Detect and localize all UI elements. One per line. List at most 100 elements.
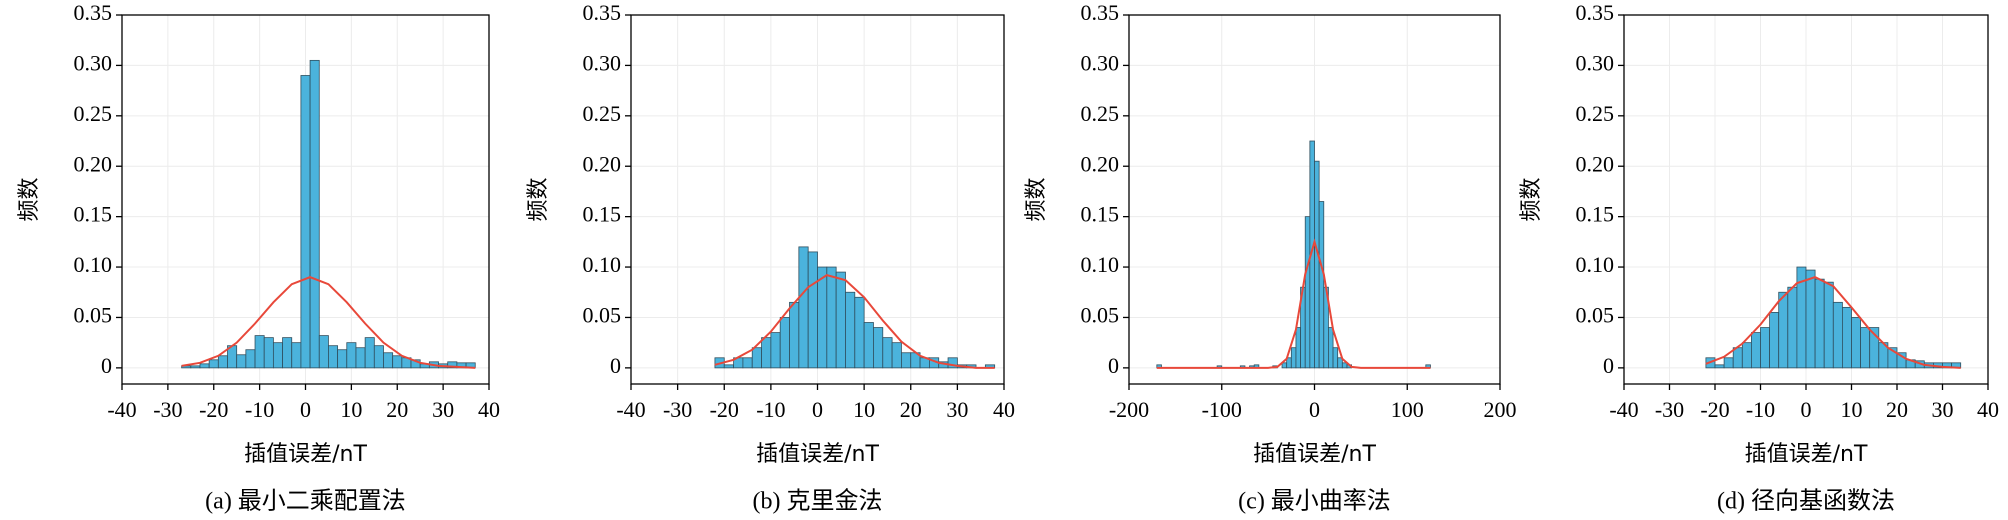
x-tick-label: -20 bbox=[199, 397, 228, 422]
bar bbox=[328, 345, 339, 369]
x-tick-label: -20 bbox=[710, 397, 739, 422]
bar bbox=[789, 301, 800, 369]
bar bbox=[1832, 301, 1843, 369]
x-tick-label: 40 bbox=[993, 397, 1015, 422]
axes-frame bbox=[121, 14, 490, 385]
bar bbox=[1751, 332, 1761, 369]
y-tick-label: 0.25 bbox=[583, 101, 622, 126]
x-tick-label: 0 bbox=[1309, 397, 1320, 422]
bar bbox=[1823, 281, 1834, 369]
fit-curve bbox=[1705, 276, 1961, 369]
y-tick-label: 0.25 bbox=[74, 101, 113, 126]
x-tick-label: -30 bbox=[663, 397, 692, 422]
y-tick-label: 0 bbox=[610, 353, 621, 378]
bar bbox=[770, 332, 781, 369]
x-tick-label: 20 bbox=[386, 397, 408, 422]
bar bbox=[901, 352, 912, 369]
bar bbox=[891, 342, 902, 369]
bar bbox=[761, 337, 772, 369]
bar bbox=[1814, 278, 1825, 369]
fit-curve bbox=[181, 276, 476, 369]
bar bbox=[1732, 347, 1743, 369]
bar bbox=[355, 347, 366, 369]
y-tick-label: 0.30 bbox=[1576, 50, 1615, 75]
bar bbox=[245, 349, 256, 369]
bar bbox=[1341, 362, 1348, 369]
bar bbox=[1760, 327, 1770, 369]
bar bbox=[1769, 312, 1780, 369]
bar bbox=[364, 337, 375, 369]
x-tick-label: 30 bbox=[946, 397, 968, 422]
x-tick-label: 30 bbox=[432, 397, 454, 422]
y-tick-label: 0.30 bbox=[1081, 50, 1120, 75]
bar bbox=[798, 246, 809, 369]
x-tick-label: 0 bbox=[1801, 397, 1812, 422]
y-axis-label: 频数 bbox=[526, 177, 551, 221]
bar bbox=[854, 296, 865, 369]
y-tick-label: 0.10 bbox=[1576, 252, 1615, 277]
x-tick-label: -200 bbox=[1109, 397, 1149, 422]
bar bbox=[1851, 317, 1861, 369]
x-tick-label: -30 bbox=[1655, 397, 1684, 422]
y-tick-label: 0.10 bbox=[1081, 252, 1120, 277]
y-tick-label: 0.15 bbox=[583, 202, 622, 227]
x-tick-label: 40 bbox=[478, 397, 500, 422]
y-tick-label: 0.10 bbox=[583, 252, 622, 277]
bar bbox=[835, 271, 846, 369]
x-axis-label: 插值误差/nT bbox=[1253, 442, 1376, 467]
x-tick-label: 0 bbox=[812, 397, 823, 422]
x-axis-label: 插值误差/nT bbox=[756, 442, 879, 467]
y-tick-label: 0.15 bbox=[1081, 202, 1120, 227]
x-tick-label: -10 bbox=[245, 397, 274, 422]
bar bbox=[1332, 347, 1339, 369]
bar bbox=[873, 327, 884, 369]
bar bbox=[272, 342, 283, 369]
y-tick-label: 0.20 bbox=[74, 151, 113, 176]
bar bbox=[817, 266, 828, 369]
y-tick-label: 0.25 bbox=[1576, 101, 1615, 126]
bar bbox=[199, 363, 210, 369]
bar bbox=[1842, 306, 1852, 369]
bar bbox=[263, 337, 274, 369]
bar bbox=[826, 266, 837, 369]
y-tick-label: 0.35 bbox=[583, 0, 622, 25]
x-tick-label: 0 bbox=[300, 397, 311, 422]
y-tick-label: 0 bbox=[1603, 353, 1614, 378]
fit-curve bbox=[714, 274, 995, 369]
x-tick-label: 10 bbox=[1841, 397, 1863, 422]
x-tick-label: -40 bbox=[1609, 397, 1638, 422]
x-tick-label: 20 bbox=[900, 397, 922, 422]
y-tick-label: 0.35 bbox=[74, 0, 113, 25]
bar bbox=[309, 59, 320, 369]
y-axis-label: 频数 bbox=[1519, 177, 1544, 221]
x-tick-label: 40 bbox=[1977, 397, 1999, 422]
bar bbox=[208, 359, 219, 369]
y-tick-label: 0 bbox=[1108, 353, 1119, 378]
bar bbox=[751, 347, 762, 369]
bar bbox=[373, 345, 384, 369]
caption: (c) 最小曲率法 bbox=[1238, 488, 1391, 515]
y-tick-label: 0.35 bbox=[1081, 0, 1120, 25]
bar bbox=[282, 337, 293, 369]
bar bbox=[1281, 362, 1288, 369]
axes-frame bbox=[630, 14, 1005, 385]
y-tick-label: 0.10 bbox=[74, 252, 113, 277]
bar bbox=[337, 349, 348, 369]
x-axis-label: 插值误差/nT bbox=[244, 442, 367, 467]
y-tick-label: 0.15 bbox=[1576, 202, 1615, 227]
y-tick-label: 0.20 bbox=[583, 151, 622, 176]
x-tick-label: 10 bbox=[853, 397, 875, 422]
bar bbox=[318, 335, 329, 369]
axes-frame bbox=[1623, 14, 1989, 385]
x-tick-label: 10 bbox=[340, 397, 362, 422]
y-tick-label: 0.05 bbox=[1576, 303, 1615, 328]
bar bbox=[863, 322, 874, 369]
y-tick-label: 0 bbox=[101, 353, 112, 378]
bar bbox=[1805, 269, 1816, 369]
bar bbox=[947, 357, 958, 369]
x-tick-label: 200 bbox=[1484, 397, 1517, 422]
y-tick-label: 0.30 bbox=[74, 50, 113, 75]
bar bbox=[845, 291, 856, 369]
bar bbox=[723, 364, 734, 369]
